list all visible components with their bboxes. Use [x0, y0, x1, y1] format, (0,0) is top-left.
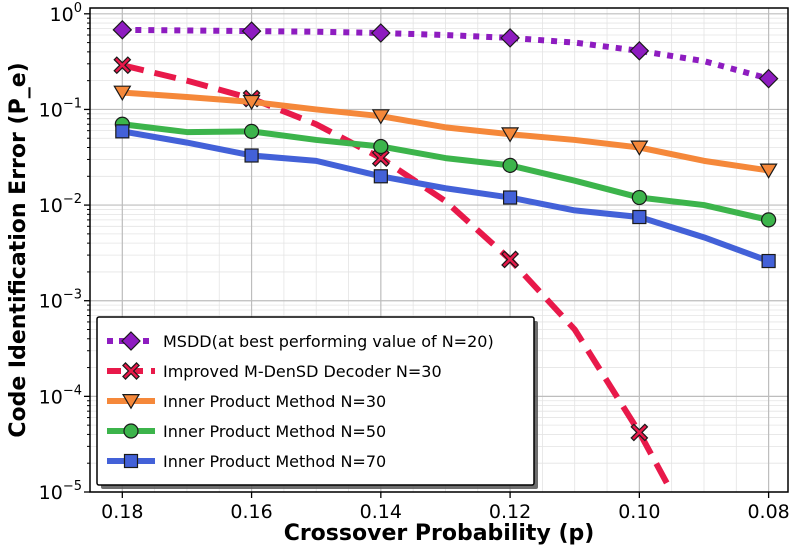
x-tick-label: 0.10 [618, 501, 660, 523]
grid [89, 8, 788, 493]
data-point [500, 28, 520, 48]
legend-marker [122, 362, 140, 380]
legend-label: Inner Product Method N=70 [163, 452, 386, 471]
x-axis-title: Crossover Probability (p) [284, 521, 595, 546]
series-5 [115, 124, 776, 269]
x-tick-label: 0.12 [489, 501, 531, 523]
data-point [758, 68, 779, 89]
y-tick-label: 100 [50, 1, 82, 26]
legend-item-3: Inner Product Method N=30 [107, 392, 386, 411]
legend-marker [121, 331, 141, 351]
y-tick-label: 10−4 [39, 383, 82, 408]
data-point [630, 423, 649, 442]
data-point [113, 85, 132, 101]
series-line [121, 121, 770, 223]
data-point [501, 127, 520, 143]
data-point [502, 157, 518, 173]
legend-label: MSDD(at best performing value of N=20) [163, 332, 494, 351]
legend-marker [123, 423, 139, 439]
y-axis-title: Code Identification Error (P_e) [6, 62, 31, 437]
data-point [243, 123, 260, 139]
axes: 0.18 0.16 0.14 0.12 0.10 0.08 100 10−1 10−2 10−3 1… [6, 1, 790, 546]
series-line [122, 89, 770, 174]
legend-item-4: Inner Product Method N=50 [107, 422, 386, 441]
plot-frame [89, 7, 789, 493]
x-tick-label: 0.18 [101, 501, 143, 523]
data-point [629, 40, 650, 61]
data-point [632, 209, 647, 225]
series-1 [112, 19, 779, 89]
legend-marker [121, 394, 141, 410]
legend-label: Inner Product Method N=50 [163, 422, 386, 441]
legend-item-5: Inner Product Method N=70 [107, 452, 386, 471]
series-layer [112, 19, 779, 492]
legend-item-2: Improved M-DenSD Decoder N=30 [107, 362, 442, 381]
data-point [759, 163, 778, 179]
data-point [241, 21, 262, 41]
data-point [370, 23, 391, 43]
x-tick-label: 0.14 [360, 501, 402, 523]
series-line [122, 26, 770, 82]
series-line [121, 128, 770, 264]
legend-label: Improved M-DenSD Decoder N=30 [163, 362, 442, 381]
data-point [112, 19, 133, 40]
legend: MSDD(at best performing value of N=20) Im… [96, 316, 538, 489]
data-point [373, 169, 388, 184]
x-tick-label: 0.08 [747, 501, 789, 523]
data-point [501, 250, 520, 269]
data-point [761, 212, 777, 228]
legend-marker [123, 453, 139, 469]
data-point [244, 148, 259, 163]
data-point [761, 253, 776, 269]
legend-label: Inner Product Method N=30 [163, 392, 386, 411]
y-tick-label: 10−1 [39, 96, 82, 121]
data-point [242, 94, 261, 111]
y-tick-label: 10−2 [39, 192, 82, 217]
data-point [371, 109, 390, 125]
data-point [631, 189, 647, 206]
legend-item-1: MSDD(at best performing value of N=20) [107, 331, 494, 351]
data-point [373, 138, 389, 155]
legend-box [96, 316, 535, 486]
y-tick-label: 10−5 [39, 479, 82, 504]
data-point [113, 56, 132, 75]
series-3 [113, 85, 778, 179]
data-point [115, 124, 130, 139]
data-point [630, 140, 649, 156]
x-tick-label: 0.16 [230, 501, 272, 523]
y-tick-label: 10−3 [39, 288, 82, 313]
data-point [502, 190, 518, 205]
